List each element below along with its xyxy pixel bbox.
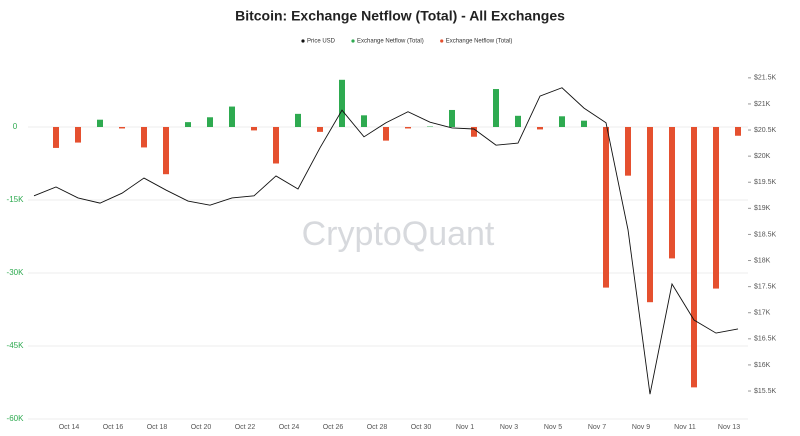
bar [295, 113, 301, 127]
y2-tick-label: $19K [754, 205, 771, 212]
y2-tick-label: $17.5K [754, 283, 777, 290]
bar [537, 127, 543, 130]
bar [713, 127, 719, 289]
x-tick-label: Oct 24 [279, 424, 300, 431]
bar [559, 116, 565, 127]
bar [405, 127, 411, 129]
bar [361, 115, 367, 127]
price-line [33, 87, 739, 395]
y2-tick-label: $20.5K [754, 127, 777, 134]
x-tick-label: Oct 30 [411, 424, 432, 431]
bar [119, 127, 125, 129]
legend-marker [301, 39, 305, 43]
legend-marker [440, 39, 444, 43]
x-tick-label: Nov 13 [718, 424, 740, 431]
bar [625, 127, 631, 176]
y2-tick-label: $16K [754, 362, 771, 369]
y-tick-label: 0 [13, 122, 18, 131]
x-tick-label: Oct 14 [59, 424, 80, 431]
bar [185, 122, 191, 127]
bar [735, 127, 741, 136]
bar [251, 127, 257, 131]
bar [603, 127, 609, 288]
x-tick-label: Oct 20 [191, 424, 212, 431]
bar [339, 79, 345, 127]
y-tick-label: -30K [7, 268, 25, 277]
bar [691, 127, 697, 388]
chart-title: Bitcoin: Exchange Netflow (Total) - All … [235, 8, 565, 24]
bar [97, 119, 103, 127]
y-tick-label: -15K [7, 195, 25, 204]
legend-item: Exchange Netflow (Total) [440, 39, 512, 45]
x-tick-label: Oct 18 [147, 424, 168, 431]
bar [669, 127, 675, 259]
y-tick-label: -60K [7, 414, 25, 423]
x-tick-label: Nov 7 [588, 424, 606, 431]
legend-label: Price USD [307, 39, 336, 45]
bar [493, 89, 499, 127]
x-tick-label: Nov 11 [674, 424, 696, 431]
legend-item: Price USD [301, 39, 336, 45]
watermark: CryptoQuant [302, 215, 495, 253]
legend-item: Exchange Netflow (Total) [351, 39, 424, 45]
x-tick-label: Oct 26 [323, 424, 344, 431]
y2-tick-label: $21K [754, 101, 771, 108]
bar [273, 127, 279, 164]
x-tick-label: Nov 9 [632, 424, 650, 431]
bar [317, 127, 323, 132]
bar [141, 127, 147, 148]
x-tick-label: Oct 28 [367, 424, 388, 431]
legend-label: Exchange Netflow (Total) [446, 39, 513, 45]
y2-tick-label: $16.5K [754, 336, 777, 343]
bar [581, 120, 587, 127]
y2-tick-label: $18.5K [754, 231, 777, 238]
x-tick-label: Oct 16 [103, 424, 124, 431]
bar [449, 109, 455, 127]
x-tick-label: Nov 1 [456, 424, 474, 431]
bar [471, 127, 477, 137]
y2-tick-label: $17K [754, 310, 771, 317]
bar [515, 115, 521, 127]
y2-tick-label: $20K [754, 153, 771, 160]
y2-tick-label: $21.5K [754, 75, 777, 82]
bar [207, 117, 213, 127]
x-tick-label: Oct 22 [235, 424, 256, 431]
bar [53, 127, 59, 148]
y-tick-label: -45K [7, 341, 25, 350]
bar [163, 127, 169, 175]
x-tick-label: Nov 5 [544, 424, 562, 431]
x-tick-label: Nov 3 [500, 424, 518, 431]
bar [75, 127, 81, 143]
y2-tick-label: $19.5K [754, 179, 777, 186]
bar [647, 127, 653, 303]
y2-tick-label: $15.5K [754, 388, 777, 395]
bar [229, 106, 235, 127]
bar [383, 127, 389, 141]
legend-marker [351, 39, 355, 43]
y2-tick-label: $18K [754, 257, 771, 264]
legend-label: Exchange Netflow (Total) [357, 39, 424, 45]
